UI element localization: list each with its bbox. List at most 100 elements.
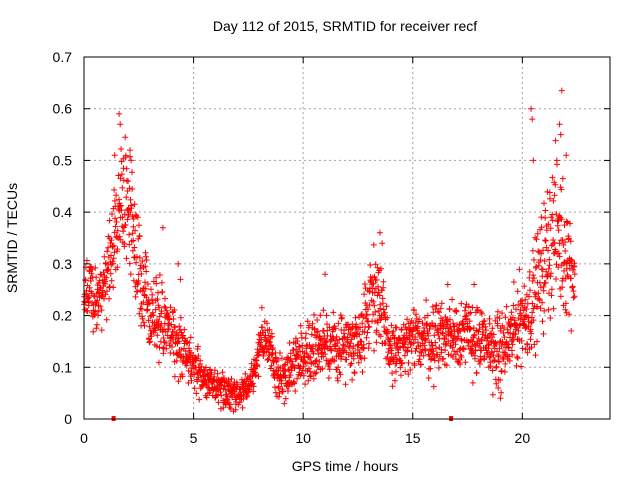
data-point [436,335,443,342]
data-point [194,378,201,385]
data-point [495,385,502,391]
data-point [510,279,517,285]
data-point [433,345,439,352]
data-point [543,268,550,275]
data-point [519,300,526,307]
data-point [419,346,426,353]
x-tick-label: 15 [405,430,421,446]
data-point [110,255,117,262]
data-point [127,196,134,203]
data-point [111,229,118,236]
data-point [492,357,498,364]
data-point [111,197,118,204]
data-point [287,372,294,379]
data-point [481,317,488,324]
data-point [242,370,249,377]
data-point [316,358,323,365]
data-point [335,320,342,327]
data-point [278,355,285,362]
data-point [375,289,382,296]
data-point [537,257,544,263]
data-point [467,325,474,332]
data-point [430,309,437,316]
data-point [567,220,573,227]
data-point [154,332,161,339]
data-point [490,331,497,338]
data-point [319,365,326,372]
data-point [416,316,423,323]
data-point [552,181,559,188]
data-point [371,302,378,309]
data-point [449,353,456,360]
data-point [297,322,304,329]
data-point [365,324,372,331]
data-point [198,363,205,370]
data-point [442,347,449,354]
data-point [135,277,142,284]
data-point [532,352,539,359]
data-point [380,311,387,318]
data-point [252,372,259,379]
data-point [547,225,554,232]
data-point [186,339,193,346]
data-point [522,325,529,332]
data-point [181,326,188,333]
data-point [339,314,345,321]
data-point [171,373,178,380]
data-point [103,316,110,323]
data-point [405,344,411,351]
data-point [161,303,168,310]
data-point [218,392,225,399]
data-point [153,280,160,287]
data-point [520,307,527,314]
data-point [348,336,355,343]
data-point [398,372,404,379]
data-point [124,206,131,213]
data-point [109,211,115,217]
data-point [215,399,222,406]
data-point [206,389,213,396]
data-point [195,353,202,359]
data-point [274,357,281,363]
data-point [486,354,493,361]
data-point [307,372,314,379]
data-point [534,338,540,345]
data-point [128,205,135,212]
data-point [540,330,547,337]
data-point [163,345,170,352]
data-point [449,296,456,303]
data-point [555,227,562,234]
data-point [305,365,312,372]
data-point [92,307,99,314]
data-point [427,346,434,353]
data-point [187,334,194,341]
data-point [119,184,126,191]
data-point [278,377,285,384]
data-point [116,203,123,210]
data-point [175,260,182,267]
data-point [556,121,563,128]
data-point [131,254,138,261]
data-point [239,404,246,411]
data-point [291,379,298,386]
data-point [436,309,443,316]
data-point [557,131,564,138]
data-point [188,377,195,384]
data-point [288,358,295,365]
data-point [506,353,512,360]
data-point [96,277,103,284]
data-point [538,224,545,231]
x-tick-label: 10 [295,430,311,446]
data-point [143,307,150,314]
data-point [158,279,165,286]
data-point [85,302,92,309]
data-point [501,325,507,331]
data-point [515,327,522,334]
data-point [326,324,333,331]
data-point [373,277,380,283]
data-point [489,367,496,374]
data-point [435,364,442,371]
data-point [497,395,504,402]
data-point [423,297,430,304]
data-point [392,377,398,384]
